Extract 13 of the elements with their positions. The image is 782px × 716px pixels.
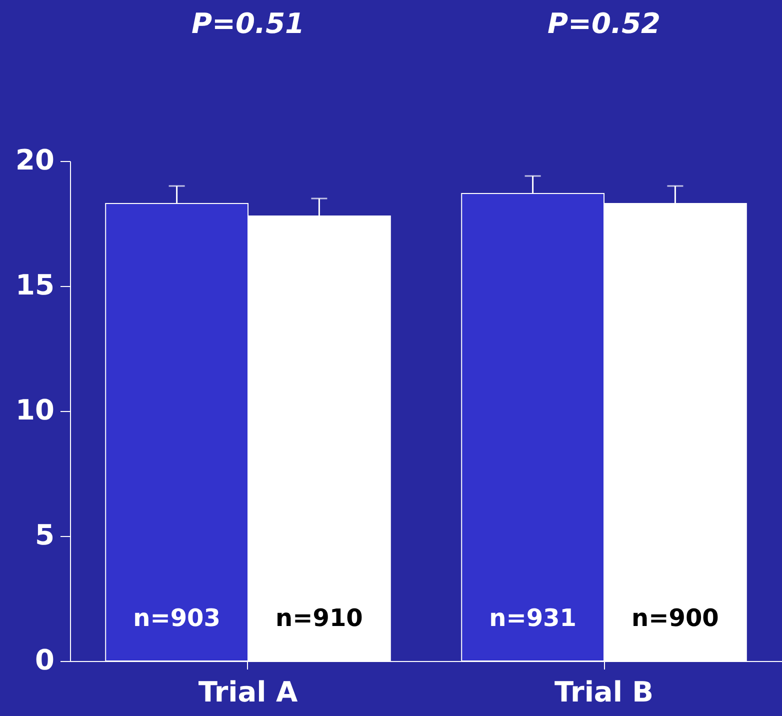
x-tick-label: Trial B: [554, 676, 654, 708]
y-tick-label: 0: [35, 644, 54, 676]
annotation: n=903: [133, 604, 220, 632]
text: P=0.52: [547, 7, 661, 40]
annotation: n=900: [632, 604, 719, 632]
y-tick-label: 10: [16, 394, 54, 426]
y-tick-label: 5: [35, 518, 54, 552]
y-tick-label: 20: [16, 144, 54, 176]
x-tick-label: Trial A: [198, 676, 298, 708]
text: P=0.51: [191, 7, 305, 40]
y-tick-label: 15: [16, 268, 54, 302]
annotation: n=910: [276, 604, 363, 632]
annotation: n=931: [489, 604, 576, 632]
